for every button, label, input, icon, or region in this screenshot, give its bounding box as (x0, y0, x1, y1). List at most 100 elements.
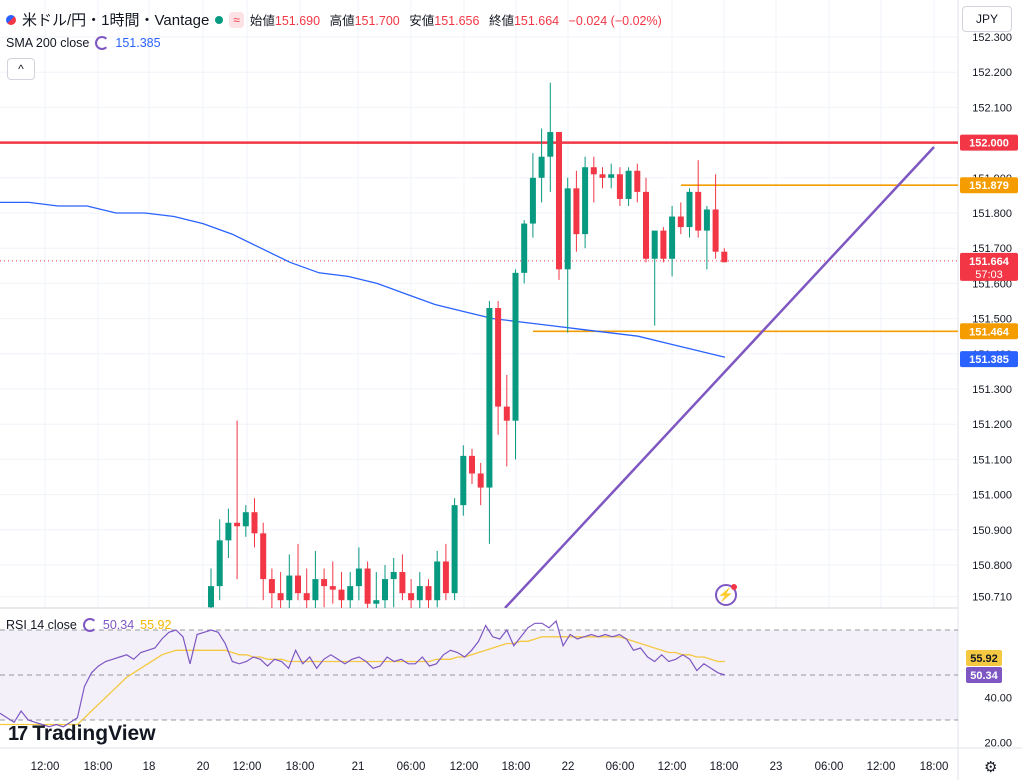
close-value: 151.664 (513, 14, 560, 28)
level-tag-upper-bg (960, 177, 1018, 194)
candle (225, 508, 232, 558)
candle-body (434, 561, 441, 601)
candle (416, 572, 423, 608)
rsi-tick-label: 20.00 (984, 738, 1012, 750)
last-price-tag-countdown: 57:03 (975, 269, 1003, 281)
candle (382, 565, 388, 608)
rsi-lines (0, 619, 726, 728)
level-tag-lower: 151.464 (969, 326, 1010, 338)
candle-body (408, 593, 415, 601)
rsi-legend[interactable]: RSI 14 close 50.34 55.92 (6, 618, 171, 632)
gear-icon[interactable]: ⚙ (984, 759, 998, 776)
rsi-line (0, 619, 726, 728)
tv-logo-icon: 17 (8, 722, 28, 745)
candle-body (260, 533, 267, 580)
price-tick-label: 151.600 (972, 278, 1012, 290)
candle (486, 301, 493, 544)
candle (721, 248, 728, 263)
price-tick-label: 151.100 (972, 454, 1012, 466)
time-axis: 12:00 18:00 18 20 12:00 18:00 21 06:00 12:00 18:0… (31, 761, 949, 773)
candle-body (451, 505, 458, 594)
candle-body (616, 174, 623, 199)
time-tick-label: 12:00 (233, 761, 262, 773)
candle-body (721, 251, 728, 263)
sma-legend[interactable]: SMA 200 close 151.385 (6, 36, 161, 50)
candle-body (477, 473, 484, 488)
flag-icon (6, 14, 16, 25)
symbol-title[interactable]: 米ドル/円・1時間・Vantage (22, 12, 210, 29)
candle (460, 445, 467, 516)
rsi-label: RSI 14 close (6, 618, 77, 632)
change-value: −0.024 (−0.02%) (568, 14, 662, 28)
flash-icon[interactable]: ⚡ (715, 584, 737, 606)
price-tick-label: 151.700 (972, 243, 1012, 255)
tradingview-logo: 17 TradingView (8, 722, 156, 746)
candle (208, 568, 214, 608)
candle-body (512, 272, 519, 421)
time-tick-label: 18:00 (286, 761, 315, 773)
candle (547, 82, 554, 192)
candle (695, 160, 702, 238)
cycle-icon[interactable] (95, 36, 110, 50)
candle-body (364, 568, 371, 604)
low-label: 安値 (409, 14, 435, 28)
candle-body (286, 575, 293, 601)
candle (268, 568, 275, 608)
collapse-legend-button[interactable]: ^ (7, 58, 35, 80)
time-tick-label: 20 (197, 761, 210, 773)
candle-body (382, 579, 388, 601)
candle-body (460, 455, 467, 506)
candle (677, 202, 684, 235)
uptrend-line (504, 146, 935, 608)
open-label: 始値 (249, 14, 275, 28)
cycle-icon[interactable] (82, 618, 97, 632)
candle (495, 301, 502, 435)
sma-200-path (0, 201, 726, 358)
candle-body (321, 579, 328, 587)
candle-body (216, 540, 223, 587)
candle-body (669, 216, 676, 259)
candle-body (338, 589, 345, 601)
candle (712, 174, 719, 259)
candle-body (651, 230, 658, 259)
level-tag-lower-bg (960, 323, 1018, 340)
price-tick-label: 152.100 (972, 102, 1012, 114)
candle (355, 547, 362, 601)
candle-body (695, 191, 702, 231)
candle-body (355, 568, 362, 587)
candle-body (208, 586, 214, 608)
candle (660, 227, 667, 263)
price-tick-label: 151.300 (972, 384, 1012, 396)
price-tick-label: 151.500 (972, 314, 1012, 326)
candle-body (234, 522, 241, 527)
time-tick-label: 21 (352, 761, 365, 773)
price-tick-label: 152.300 (972, 32, 1012, 44)
candle (469, 448, 475, 485)
candle-body (608, 174, 615, 178)
time-tick-label: 12:00 (658, 761, 687, 773)
time-tick-label: 12:00 (31, 761, 60, 773)
rsi-tag-bg (966, 667, 1002, 683)
candle (616, 167, 623, 206)
price-tick-label: 152.200 (972, 67, 1012, 79)
candle (564, 177, 571, 333)
candle (599, 167, 606, 189)
candle-body (277, 593, 284, 601)
candle-body (329, 586, 336, 590)
open-value: 151.690 (274, 14, 321, 28)
candle (286, 554, 293, 608)
sma-label: SMA 200 close (6, 36, 90, 50)
candle (216, 519, 223, 601)
time-tick-label: 12:00 (867, 761, 896, 773)
currency-select[interactable]: JPY (962, 6, 1012, 32)
candle (529, 153, 536, 238)
wave-icon: ≈ (229, 11, 244, 28)
candle (312, 550, 319, 608)
candle (477, 462, 484, 506)
time-tick-label: 18:00 (502, 761, 531, 773)
candle-body (399, 572, 406, 594)
market-open-icon (215, 15, 224, 24)
candle (643, 177, 649, 263)
price-tick-label: 151.800 (972, 208, 1012, 220)
